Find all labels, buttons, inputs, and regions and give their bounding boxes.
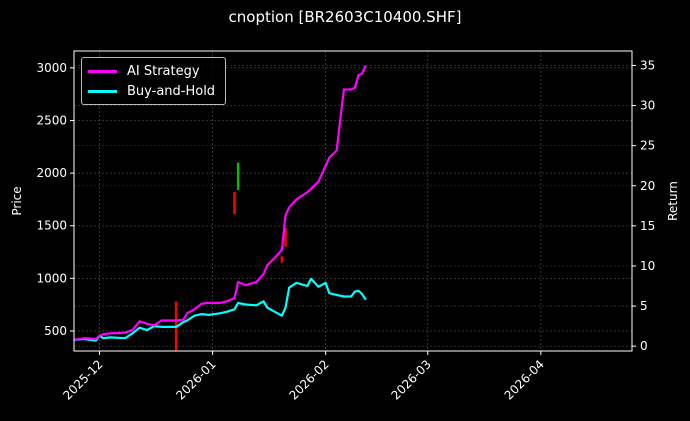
left-axis-label: Price — [10, 186, 24, 215]
legend-item-buy-and-hold: Buy-and-Hold — [88, 82, 215, 100]
left-tick-label: 1000 — [36, 271, 67, 285]
right-tick-label: 10 — [640, 259, 655, 273]
legend-swatch-magenta — [88, 69, 117, 73]
x-tick-label: 2026-02 — [286, 357, 331, 402]
x-tick-label: 2026-03 — [389, 357, 434, 402]
right-tick-label: 35 — [640, 58, 655, 72]
price-candles — [174, 162, 287, 351]
legend-item-ai-strategy: AI Strategy — [88, 62, 200, 80]
right-tick-label: 5 — [640, 299, 648, 313]
legend-swatch-cyan — [88, 89, 117, 93]
legend-label: AI Strategy — [127, 63, 200, 79]
left-tick-label: 3000 — [36, 61, 67, 75]
x-tick-label: 2025-12 — [60, 357, 105, 402]
right-tick-label: 20 — [640, 179, 655, 193]
chart-title: cnoption [BR2603C10400.SHF] — [228, 8, 462, 26]
right-axis-ticks: 0 5 10 15 20 25 30 35 — [632, 58, 655, 353]
right-tick-label: 30 — [640, 99, 655, 113]
legend: AI Strategy Buy-and-Hold — [81, 57, 226, 105]
left-axis-ticks: 500 1000 1500 2000 2500 3000 — [36, 61, 74, 338]
x-axis-ticks: 2025-12 2026-01 2026-02 2026-03 2026-04 — [60, 351, 547, 403]
legend-label: Buy-and-Hold — [127, 83, 216, 99]
plot-frame — [73, 50, 633, 352]
right-tick-label: 15 — [640, 219, 655, 233]
right-tick-label: 25 — [640, 139, 655, 153]
series-line — [73, 64, 367, 341]
x-tick-label: 2026-04 — [502, 357, 547, 402]
right-axis-label: Return — [666, 181, 680, 221]
left-tick-label: 2500 — [36, 113, 67, 127]
left-tick-label: 2000 — [36, 166, 67, 180]
right-tick-label: 0 — [640, 339, 648, 353]
left-tick-label: 1500 — [36, 219, 67, 233]
left-tick-label: 500 — [44, 324, 67, 338]
series-lines — [73, 64, 367, 342]
series-line — [73, 277, 367, 342]
x-tick-label: 2026-01 — [173, 357, 218, 402]
